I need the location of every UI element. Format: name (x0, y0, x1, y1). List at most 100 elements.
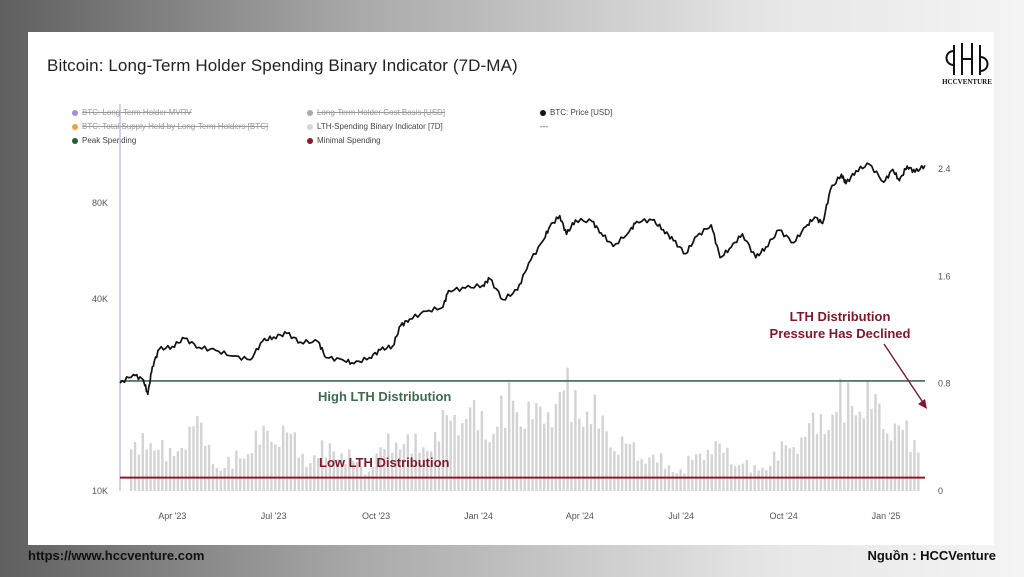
low-distribution-label: Low LTH Distribution (319, 455, 450, 470)
high-distribution-label: High LTH Distribution (318, 389, 451, 404)
indicator-bar (188, 426, 191, 491)
indicator-bar (266, 430, 269, 491)
indicator-bar (161, 439, 164, 491)
indicator-bar (504, 427, 507, 491)
indicator-bar (843, 422, 846, 491)
legend-item[interactable]: BTC: Price [USD] (540, 108, 612, 117)
indicator-bar (297, 457, 300, 491)
legend-label: Long-Term Holder Cost Basis [USD] (317, 108, 446, 117)
indicator-bar (885, 433, 889, 491)
legend-item[interactable]: BTC: Long-Term Holder MVRV (72, 108, 192, 117)
indicator-bar (165, 461, 168, 491)
indicator-bar (313, 455, 316, 491)
indicator-bar (585, 411, 589, 491)
chart-card: Bitcoin: Long-Term Holder Spending Binar… (28, 32, 994, 545)
legend-item[interactable]: Peak Spending (72, 136, 136, 145)
legend-item[interactable]: Minimal Spending (307, 136, 381, 145)
indicator-bar (652, 454, 655, 491)
indicator-bar (383, 449, 386, 491)
indicator-bar (905, 420, 908, 491)
legend-label: Peak Spending (82, 136, 137, 145)
indicator-bar (387, 433, 390, 491)
indicator-bar (792, 447, 795, 491)
legend-item[interactable]: Long-Term Holder Cost Basis [USD] (307, 108, 445, 117)
x-tick-label: Oct '24 (769, 511, 797, 521)
indicator-bar (511, 400, 515, 491)
indicator-bar (722, 452, 725, 491)
indicator-bar (523, 428, 526, 491)
indicator-bar (605, 431, 608, 491)
x-tick-label: Apr '23 (158, 511, 186, 521)
indicator-bar (242, 458, 246, 491)
indicator-bar (589, 424, 593, 491)
indicator-bar (581, 426, 585, 491)
indicator-bar (168, 448, 172, 491)
indicator-bar (804, 436, 807, 491)
indicator-bar (488, 442, 491, 491)
indicator-bar (698, 453, 702, 491)
indicator-bar (468, 407, 472, 491)
legend-item[interactable]: BTC: Total Supply Held by Long-Term Hold… (72, 122, 268, 131)
indicator-bar (691, 459, 694, 491)
indicator-bar (328, 443, 332, 491)
indicator-bar (527, 401, 530, 491)
legend-item[interactable]: LTH-Spending Binary Indicator [7D] (307, 122, 443, 131)
indicator-bar (433, 432, 437, 491)
legend-swatch-icon (540, 109, 546, 116)
indicator-bar (367, 471, 371, 491)
y-right-tick-label: 0 (938, 486, 943, 496)
indicator-bar (465, 418, 468, 491)
indicator-bar (441, 410, 445, 491)
annotation-arrowhead-icon (918, 399, 927, 409)
indicator-bar (578, 418, 581, 491)
indicator-bar (129, 449, 133, 491)
indicator-bar (203, 446, 207, 491)
legend-swatch-icon (307, 137, 313, 144)
indicator-bar (827, 430, 830, 491)
declined-annotation-line1: LTH Distribution (790, 309, 891, 324)
indicator-bar (176, 451, 180, 491)
indicator-bar (153, 450, 156, 491)
indicator-bar (862, 418, 865, 491)
indicator-bar (301, 453, 304, 491)
hcc-logo-icon (945, 43, 989, 75)
indicator-bar (398, 449, 402, 491)
indicator-bar (765, 470, 768, 491)
indicator-bar (796, 453, 799, 491)
indicator-bar (289, 433, 293, 491)
indicator-bar (223, 468, 226, 491)
indicator-bar (531, 419, 534, 491)
indicator-bar (449, 420, 452, 491)
x-tick-label: Jan '24 (464, 511, 493, 521)
indicator-bar (262, 425, 265, 491)
declined-annotation-line2: Pressure Has Declined (770, 326, 911, 341)
indicator-bar (574, 390, 577, 491)
indicator-bar (570, 422, 573, 491)
indicator-bar (453, 414, 456, 491)
legend-item[interactable]: --- (540, 122, 548, 131)
indicator-bar (355, 461, 359, 491)
indicator-bar (593, 394, 597, 491)
indicator-bar (324, 457, 328, 491)
footer-source: Nguồn : HCCVenture (867, 548, 996, 563)
footer-website[interactable]: https://www.hccventure.com (28, 548, 205, 563)
indicator-bar (270, 441, 273, 491)
indicator-bar (835, 412, 838, 491)
indicator-bar (492, 433, 495, 491)
indicator-bar (874, 394, 877, 491)
indicator-bar (149, 443, 152, 491)
indicator-bar (278, 446, 281, 491)
indicator-bar (406, 434, 410, 491)
indicator-bar (831, 414, 834, 491)
indicator-bar (882, 429, 885, 491)
indicator-bar (878, 403, 881, 491)
indicator-bar (636, 460, 639, 491)
indicator-bar (554, 404, 558, 491)
indicator-bar (519, 426, 523, 491)
indicator-bar (515, 412, 519, 491)
indicator-bar (617, 454, 620, 491)
indicator-bar (718, 443, 721, 491)
indicator-bar (457, 435, 460, 491)
indicator-bar (246, 454, 250, 491)
indicator-bar (137, 454, 141, 491)
